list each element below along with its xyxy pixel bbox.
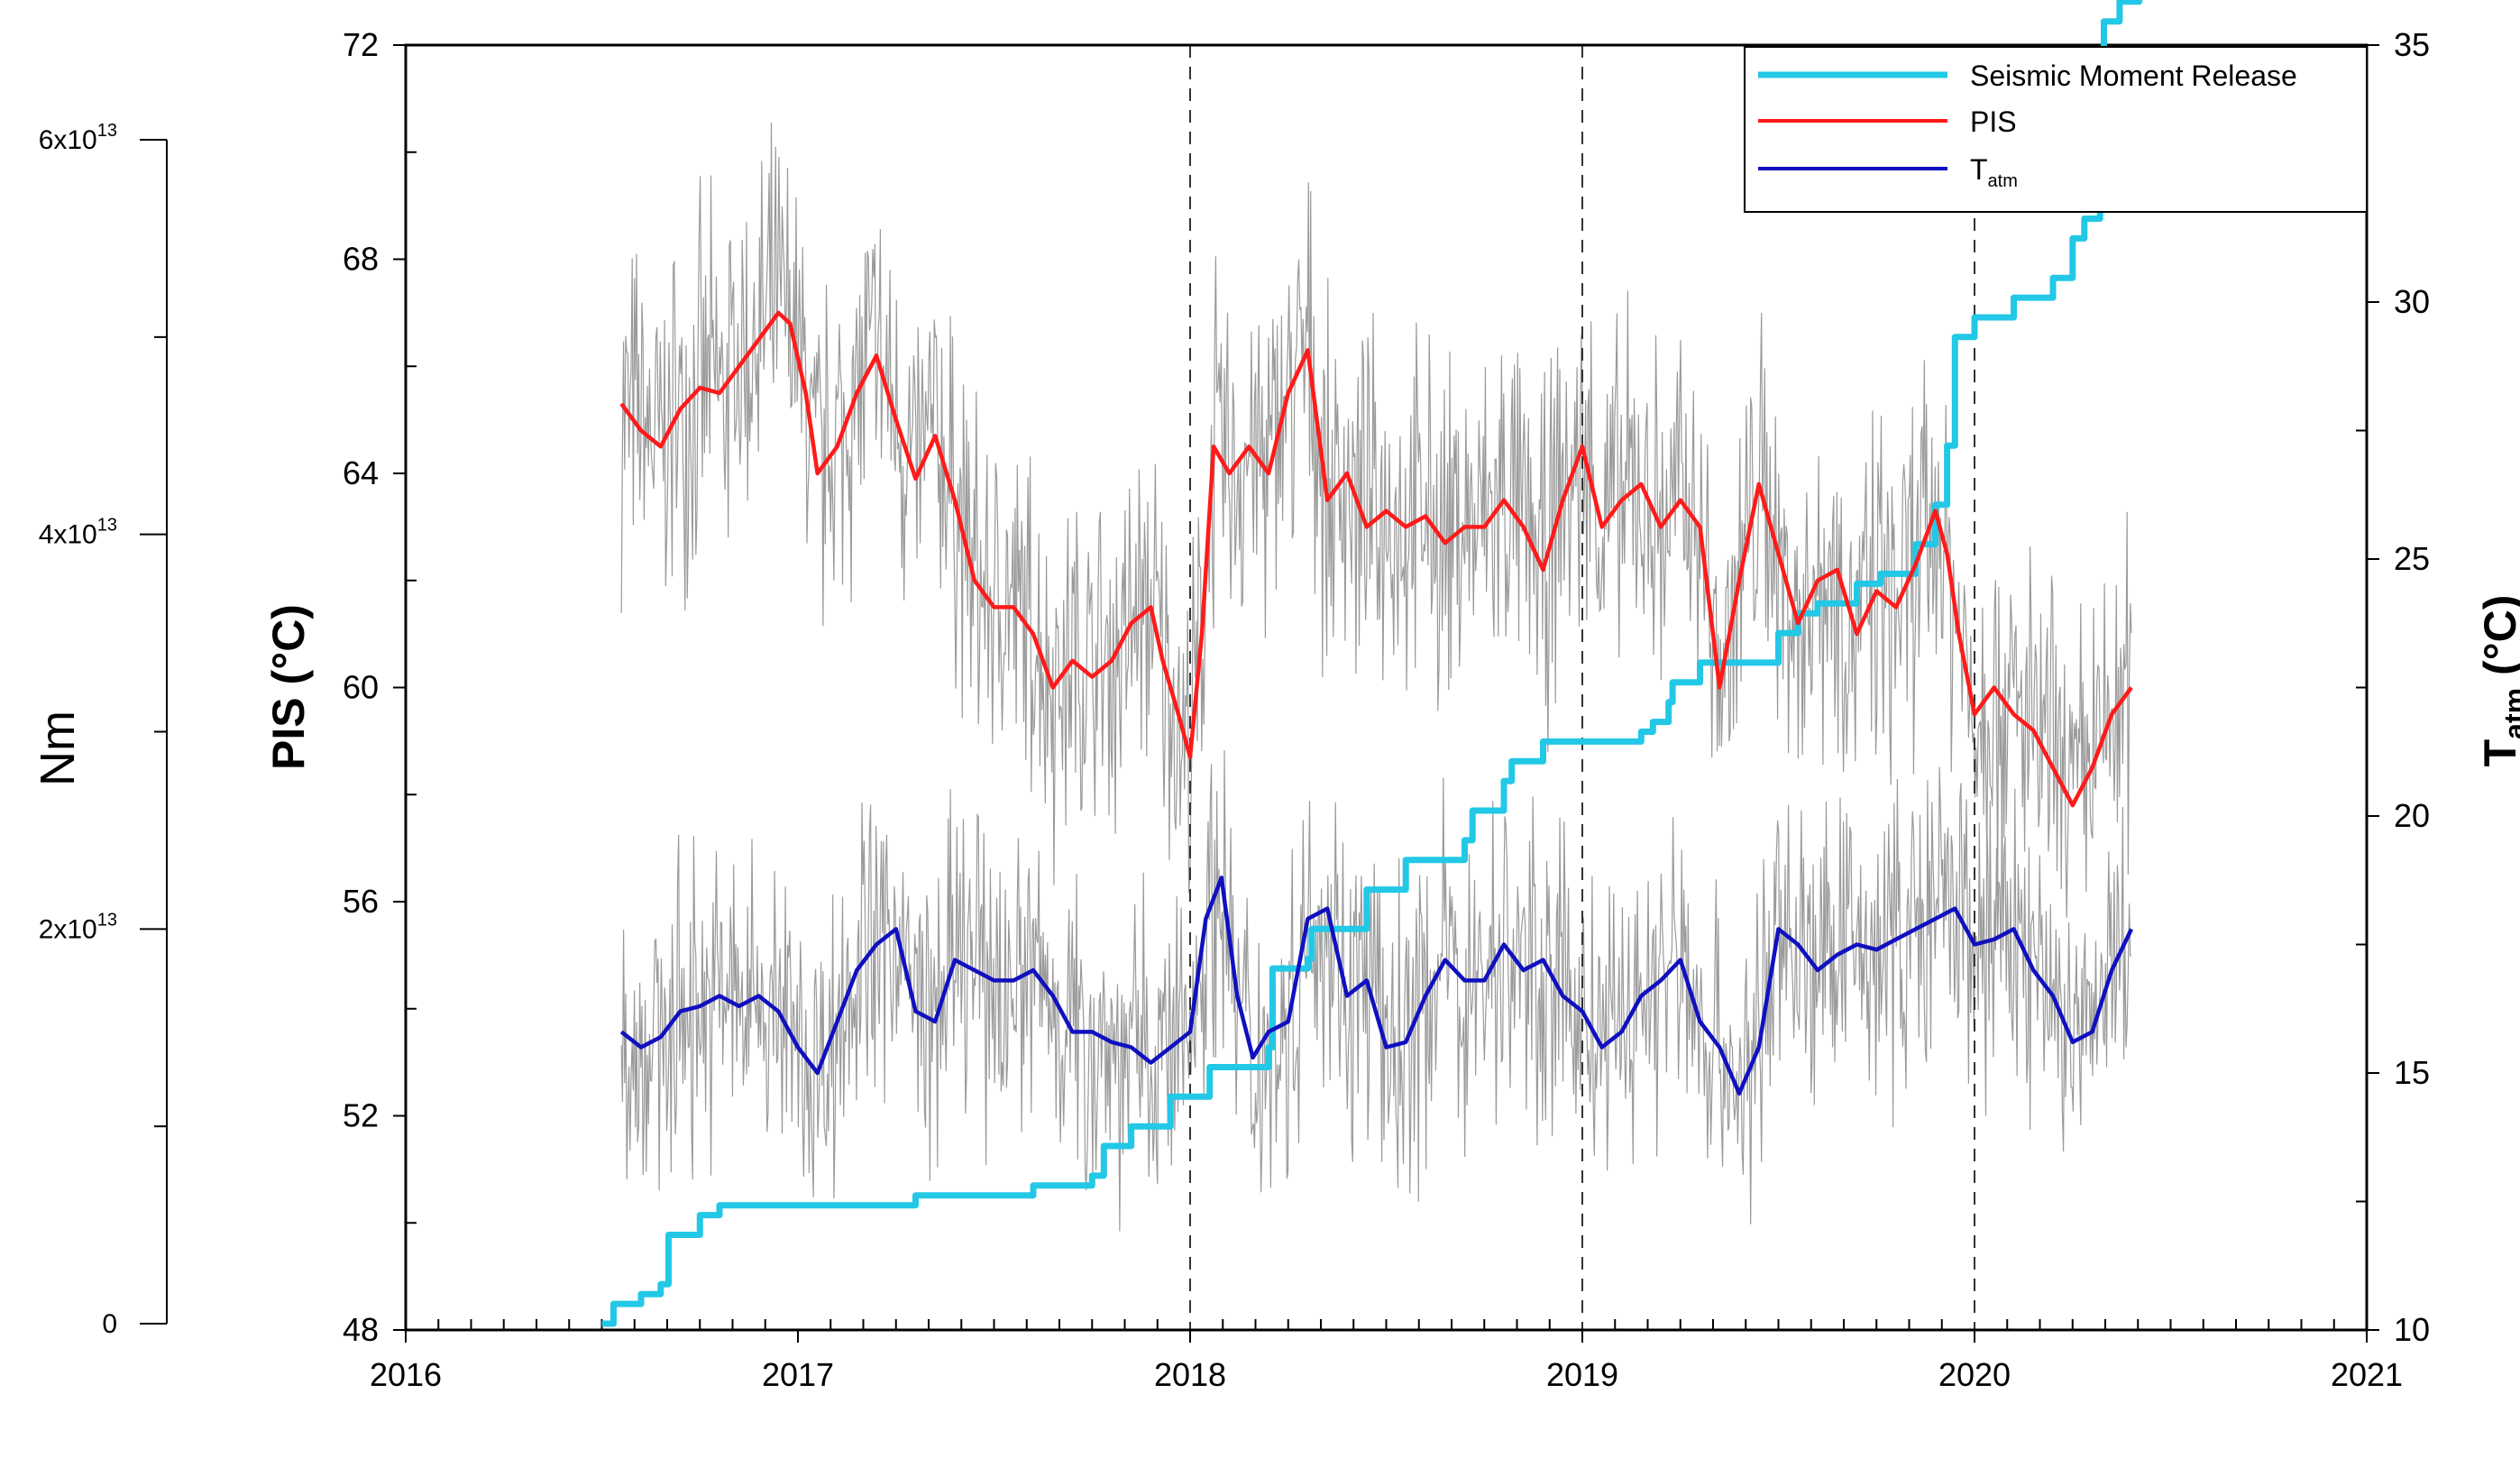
left-tick-label: 72 (343, 26, 379, 63)
left-tick-label: 48 (343, 1311, 379, 1348)
legend-label-seismic: Seismic Moment Release (1970, 60, 2297, 92)
x-tick-label: 2017 (762, 1356, 834, 1393)
far-left-tick-label: 4x1013 (39, 516, 117, 550)
right-tick-label: 15 (2394, 1054, 2430, 1091)
x-tick-label: 2020 (1938, 1356, 2011, 1393)
right-axis: 10 15 20 25 30 35 (2356, 26, 2430, 1348)
right-tick-label: 25 (2394, 540, 2430, 577)
far-left-tick-base: 2x10 (39, 914, 97, 944)
far-left-tick-label: 2x1013 (39, 910, 117, 944)
x-axis: 2016 2017 2018 2019 2020 2021 (370, 1319, 2403, 1393)
far-left-tick-base: 0 (102, 1309, 117, 1339)
right-tick-label: 20 (2394, 797, 2430, 834)
far-left-axis-title: Nm (31, 711, 85, 786)
noise-layer (620, 122, 2132, 1232)
right-axis-title-tail: (°C) (2475, 595, 2520, 688)
right-axis-title-main: T (2475, 739, 2520, 767)
legend-label-tatm: Tatm (1970, 153, 2018, 191)
right-axis-title-sub: atm (2498, 688, 2520, 739)
seismic-moment-line (601, 0, 2143, 1327)
right-tick-label: 10 (2394, 1311, 2430, 1348)
right-axis-title: Tatm (°C) (2475, 595, 2520, 767)
far-left-tick-base: 4x10 (39, 520, 97, 550)
x-tick-label: 2016 (370, 1356, 442, 1393)
series-layer (601, 0, 2143, 1327)
far-left-tick-exp: 13 (97, 121, 117, 141)
tatm-raw-noise (620, 750, 2132, 1232)
legend-label-tatm-main: T (1970, 153, 1988, 186)
left-tick-label: 60 (343, 669, 379, 706)
left-tick-label: 68 (343, 241, 379, 278)
left-axis: 48 52 56 60 64 68 72 (343, 26, 417, 1348)
right-tick-label: 35 (2394, 26, 2430, 63)
grid-layer (1189, 45, 1975, 1330)
far-left-tick-base: 6x10 (39, 125, 97, 155)
legend: Seismic Moment Release PIS Tatm (1744, 46, 2368, 213)
far-left-tick-exp: 13 (97, 516, 117, 536)
left-tick-label: 52 (343, 1097, 379, 1134)
legend-label-pis: PIS (1970, 105, 2017, 138)
left-axis-title: PIS (°C) (263, 604, 314, 770)
left-tick-label: 56 (343, 883, 379, 920)
x-tick-label: 2021 (2331, 1356, 2403, 1393)
right-tick-label: 30 (2394, 283, 2430, 320)
far-left-tick-label: 0 (102, 1309, 117, 1339)
pis-raw-noise (620, 122, 2132, 918)
far-left-tick-label: 6x1013 (39, 121, 117, 155)
legend-label-tatm-sub: atm (1988, 171, 2018, 191)
left-tick-label: 64 (343, 454, 379, 491)
far-left-tick-exp: 13 (97, 910, 117, 930)
pis-line (619, 310, 2133, 808)
x-tick-label: 2019 (1546, 1356, 1618, 1393)
x-tick-label: 2018 (1154, 1356, 1226, 1393)
tatm-line (619, 876, 2134, 1096)
